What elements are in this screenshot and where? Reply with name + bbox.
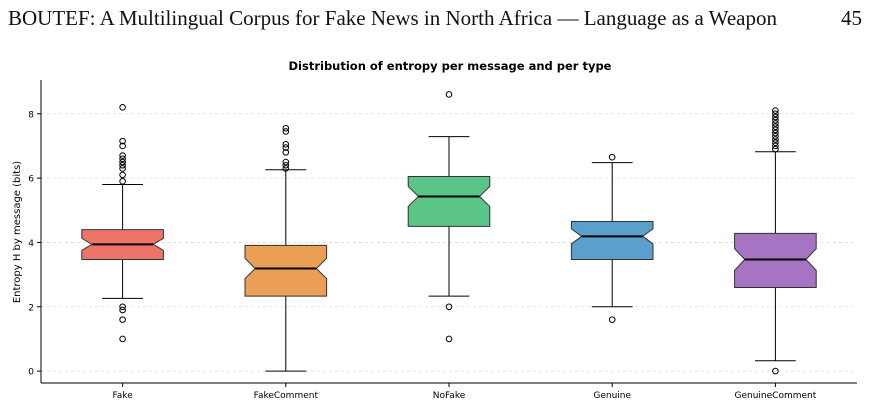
outlier: [772, 145, 779, 153]
outlier: [119, 306, 126, 314]
box: [407, 175, 491, 227]
outlier: [445, 91, 453, 98]
outlier: [772, 107, 779, 114]
outlier: [772, 113, 779, 121]
outlier: [772, 123, 779, 130]
outlier: [119, 165, 126, 172]
outlier: [119, 161, 126, 169]
x-tick-label: Genuine: [593, 391, 631, 401]
outlier: [119, 303, 126, 311]
outlier: [119, 152, 126, 159]
x-tick-label: GenuineComment: [735, 391, 817, 401]
outlier: [119, 104, 126, 111]
outlier: [772, 110, 779, 118]
x-tick-label: NoFake: [433, 391, 466, 401]
chart-title: Distribution of entropy per message and …: [289, 59, 612, 73]
box: [244, 244, 328, 297]
y-tick-label: 2: [28, 303, 34, 313]
outlier: [119, 142, 126, 150]
y-tick-label: 0: [28, 368, 34, 378]
outlier: [772, 126, 779, 134]
page-number: 45: [841, 6, 862, 30]
outlier: [119, 171, 126, 179]
y-axis-label: Entropy H by message (bits): [12, 161, 23, 303]
outlier: [772, 139, 779, 147]
running-title: BOUTEF: A Multilingual Corpus for Fake N…: [8, 6, 777, 30]
x-tick-label: FakeComment: [254, 391, 319, 401]
outlier: [282, 161, 290, 169]
outlier: [119, 178, 126, 185]
y-tick-label: 4: [28, 239, 34, 249]
x-tick-label: Fake: [112, 391, 133, 401]
outlier: [282, 149, 290, 156]
outlier: [282, 128, 290, 135]
outlier: [282, 158, 290, 166]
outlier: [119, 335, 126, 343]
outlier: [772, 116, 779, 124]
outlier: [772, 367, 779, 375]
outlier: [282, 165, 290, 172]
outlier: [282, 124, 290, 132]
box: [570, 221, 654, 260]
outlier: [282, 141, 290, 148]
outlier: [772, 129, 779, 137]
outlier: [119, 316, 126, 323]
outlier: [608, 153, 616, 161]
outlier: [772, 132, 779, 140]
outlier: [119, 158, 126, 166]
outlier: [445, 335, 453, 343]
outlier: [282, 144, 290, 151]
outlier: [608, 316, 616, 323]
outlier: [119, 155, 126, 163]
outlier: [772, 136, 779, 143]
outlier: [445, 303, 453, 311]
y-tick-label: 6: [28, 175, 34, 185]
outlier: [119, 137, 126, 145]
y-tick-label: 8: [28, 110, 34, 120]
outlier: [772, 142, 779, 150]
outlier: [772, 120, 779, 127]
